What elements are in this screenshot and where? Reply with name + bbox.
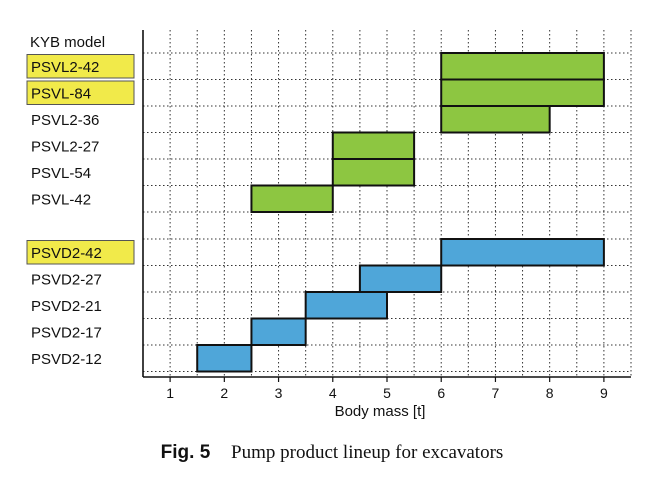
- caption-text: Pump product lineup for excavators: [231, 442, 504, 463]
- model-label: PSVL2-42: [31, 59, 99, 76]
- range-bar: [358, 264, 443, 293]
- bars-layer: [196, 52, 605, 373]
- model-label: PSVD2-27: [31, 271, 102, 288]
- model-highlight: [26, 240, 135, 265]
- model-label: PSVD2-21: [31, 298, 102, 315]
- header-label: KYB model: [30, 34, 105, 51]
- x-tick-label: 1: [166, 385, 174, 401]
- model-label: PSVL-84: [31, 85, 91, 102]
- model-label: PSVD2-42: [31, 245, 102, 262]
- figure-caption: Fig. 5 Pump product lineup for excavator…: [0, 442, 664, 464]
- range-bar: [440, 105, 551, 134]
- x-tick-labels: 1 2 3 4 5 6 7 8 9: [166, 385, 608, 401]
- range-bar: [331, 158, 416, 187]
- model-label: PSVD2-12: [31, 351, 102, 368]
- range-bar: [440, 78, 605, 107]
- x-axis-label: Body mass [t]: [335, 403, 426, 420]
- range-bar: [440, 52, 605, 81]
- highlight-layer: [26, 54, 135, 265]
- range-bar: [250, 184, 334, 213]
- model-label: PSVD2-17: [31, 324, 102, 341]
- x-tick-label: 5: [383, 385, 391, 401]
- range-bar: [196, 344, 253, 373]
- pump-lineup-chart: PSVL2-42 PSVL-84 PSVL2-36 PSVL2-27 PSVL-54 PS…: [26, 30, 632, 420]
- x-tick-label: 2: [220, 385, 228, 401]
- model-label: PSVL2-27: [31, 138, 99, 155]
- model-label: PSVL2-36: [31, 112, 99, 129]
- model-highlight: [26, 80, 135, 105]
- x-tick-label: 8: [546, 385, 554, 401]
- axes-layer: [142, 30, 631, 382]
- x-tick-label: 9: [600, 385, 608, 401]
- x-tick-label: 4: [329, 385, 337, 401]
- model-label: PSVL-42: [31, 191, 91, 208]
- x-tick-label: 7: [492, 385, 500, 401]
- model-label: PSVL-54: [31, 165, 91, 182]
- model-labels: PSVL2-42 PSVL-84 PSVL2-36 PSVL2-27 PSVL-54 PS…: [31, 59, 102, 368]
- model-highlight: [26, 54, 135, 79]
- x-tick-label: 3: [275, 385, 283, 401]
- range-bar: [250, 317, 307, 346]
- range-bar: [440, 238, 605, 267]
- range-bar: [304, 291, 388, 320]
- x-tick-label: 6: [437, 385, 445, 401]
- caption-number: Fig. 5: [160, 442, 211, 463]
- range-bar: [331, 131, 416, 160]
